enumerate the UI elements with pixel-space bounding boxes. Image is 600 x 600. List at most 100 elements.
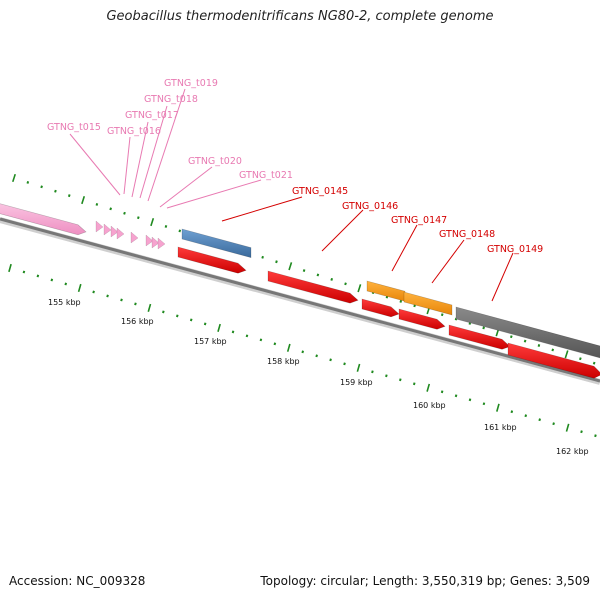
cds-feature[interactable] [177,246,247,274]
minor-tick [231,330,235,334]
minor-tick [275,260,278,264]
minor-tick [538,418,541,422]
feature-track [0,201,600,379]
minor-tick [22,270,26,274]
scale-label: 155 kbp [48,298,81,307]
cds-feature[interactable] [398,308,446,330]
rna-label-t021: GTNG_t021 [239,170,293,181]
minor-tick [64,282,68,286]
minor-tick [552,422,555,426]
orange-feature[interactable] [366,280,406,302]
minor-tick [273,342,277,346]
minor-tick [50,278,54,282]
minor-tick [399,378,402,382]
minor-tick [551,348,555,352]
trna-feature[interactable] [116,227,125,240]
leader-line [391,224,418,272]
cds-feature[interactable] [507,342,600,379]
trna-feature[interactable] [95,220,104,233]
minor-tick [399,299,403,303]
leader-line [147,88,186,202]
gray-feature[interactable] [455,306,600,359]
topology-summary: Topology: circular; Length: 3,550,319 bp… [260,574,590,588]
rna-label-t020: GTNG_t020 [188,156,242,167]
minor-tick [162,310,165,314]
rna-label-t018: GTNG_t018 [144,94,198,105]
minor-tick [594,434,597,438]
minor-tick [175,314,179,318]
major-tick [8,263,12,273]
minor-tick [579,357,582,361]
upper-tick-track [12,173,596,365]
gene-label-0146: GTNG_0146 [342,201,398,212]
feature-labels: GTNG_t015 GTNG_t016 GTNG_t017 GTNG_t018 GTNG… [47,78,543,255]
leader-line [69,133,121,196]
trna-feature[interactable] [110,225,119,238]
minor-tick [537,344,541,347]
minor-tick [509,335,513,339]
label-leader-lines [69,88,514,302]
leader-line [123,136,131,195]
minor-tick [203,322,207,326]
trna-feature-large[interactable] [0,201,87,236]
minor-tick [592,361,596,365]
minor-tick [413,304,416,308]
scale-label: 157 kbp [194,337,227,346]
minor-tick [54,189,57,193]
orange-feature[interactable] [403,291,453,316]
minor-tick [524,414,528,418]
backbone-line [0,217,600,383]
minor-tick [261,255,264,259]
cds-feature[interactable] [448,324,511,350]
minor-tick [385,374,388,378]
minor-tick [178,229,182,233]
minor-tick [301,350,305,354]
trna-feature[interactable] [157,237,166,250]
map-title: Geobacillus thermodenitrificans NG80-2, … [106,9,494,24]
major-tick [356,363,361,372]
minor-tick [120,298,123,302]
minor-tick [523,339,527,343]
minor-tick [440,313,444,317]
gene-label-0147: GTNG_0147 [391,215,447,226]
minor-tick [344,282,347,286]
leader-line [491,252,514,302]
lower-tick-track [8,263,597,438]
leader-line [431,239,465,284]
minor-tick [468,398,472,402]
minor-tick [371,370,374,374]
minor-tick [245,334,249,338]
major-tick [288,262,293,271]
minor-tick [134,302,137,306]
gene-label-0148: GTNG_0148 [439,229,495,240]
minor-tick [67,194,71,198]
minor-tick [510,410,514,414]
leader-line [321,209,364,252]
trna-feature[interactable] [151,236,160,249]
minor-tick [302,269,306,273]
major-tick [496,403,500,412]
trna-feature[interactable] [145,234,154,247]
leader-line [131,121,149,198]
cds-feature[interactable] [267,270,359,304]
minor-tick [106,294,109,298]
major-tick [565,423,570,432]
scale-label: 162 kbp [556,447,589,456]
minor-tick [482,402,486,406]
trna-feature[interactable] [130,231,139,244]
minor-tick [329,358,332,362]
trna-feature[interactable] [103,223,112,236]
minor-tick [482,326,485,330]
minor-tick [26,180,30,184]
minor-tick [259,338,263,342]
minor-tick [137,216,140,220]
minor-tick [164,225,168,228]
gene-label-0149: GTNG_0149 [487,244,543,255]
major-tick [147,303,152,312]
minor-tick [330,277,334,281]
leader-line [166,179,262,209]
minor-tick [316,273,320,277]
blue-feature[interactable] [181,228,252,259]
cds-feature[interactable] [361,298,400,318]
minor-tick [109,207,113,211]
